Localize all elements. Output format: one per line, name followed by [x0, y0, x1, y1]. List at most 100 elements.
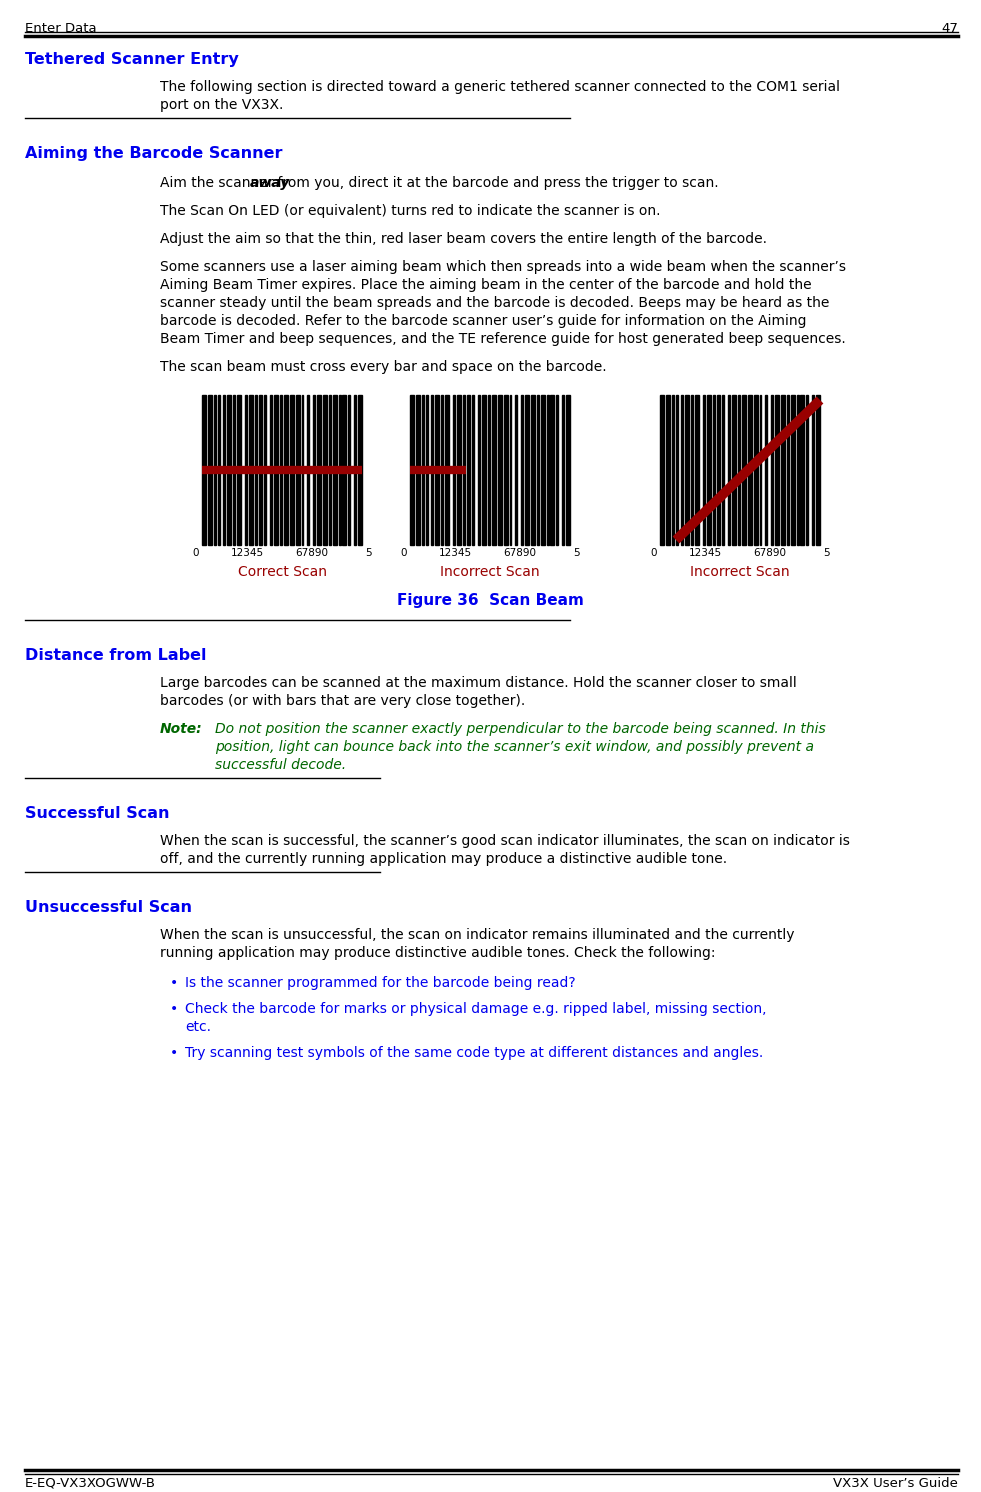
Bar: [259, 395, 263, 545]
Bar: [703, 395, 705, 545]
Bar: [800, 395, 804, 545]
Bar: [348, 395, 350, 545]
Bar: [329, 395, 331, 545]
Bar: [712, 395, 714, 545]
Bar: [284, 395, 287, 545]
Bar: [781, 395, 785, 545]
Bar: [716, 395, 720, 545]
Bar: [271, 395, 273, 545]
Text: Tethered Scanner Entry: Tethered Scanner Entry: [25, 52, 238, 67]
Bar: [313, 395, 315, 545]
Bar: [707, 395, 710, 545]
Text: 12345: 12345: [689, 548, 722, 558]
Bar: [441, 395, 443, 545]
Bar: [323, 395, 327, 545]
Bar: [771, 395, 773, 545]
Text: The scan beam must cross every bar and space on the barcode.: The scan beam must cross every bar and s…: [160, 360, 606, 374]
Text: Aim the scanner: Aim the scanner: [160, 176, 278, 189]
Bar: [503, 395, 507, 545]
Bar: [556, 395, 558, 545]
Text: 67890: 67890: [295, 548, 328, 558]
Bar: [463, 395, 465, 545]
Text: E-EQ-VX3XOGWW-B: E-EQ-VX3XOGWW-B: [25, 1477, 156, 1491]
Text: When the scan is successful, the scanner’s good scan indicator illuminates, the : When the scan is successful, the scanner…: [160, 834, 850, 847]
Text: barcodes (or with bars that are very close together).: barcodes (or with bars that are very clo…: [160, 694, 525, 709]
Text: barcode is decoded. Refer to the barcode scanner user’s guide for information on: barcode is decoded. Refer to the barcode…: [160, 313, 806, 328]
Text: etc.: etc.: [185, 1021, 211, 1034]
Bar: [509, 395, 511, 545]
Bar: [489, 395, 490, 545]
Text: Check the barcode for marks or physical damage e.g. ripped label, missing sectio: Check the barcode for marks or physical …: [185, 1003, 766, 1016]
Text: The following section is directed toward a generic tethered scanner connected to: The following section is directed toward…: [160, 81, 840, 94]
Text: Aiming Beam Timer expires. Place the aiming beam in the center of the barcode an: Aiming Beam Timer expires. Place the aim…: [160, 278, 811, 292]
Bar: [775, 395, 779, 545]
Bar: [682, 395, 684, 545]
Text: Is the scanner programmed for the barcode being read?: Is the scanner programmed for the barcod…: [185, 976, 576, 991]
Bar: [566, 395, 570, 545]
Bar: [806, 395, 808, 545]
Bar: [541, 395, 544, 545]
Bar: [531, 395, 535, 545]
Text: Figure 36  Scan Beam: Figure 36 Scan Beam: [396, 592, 584, 609]
Text: •: •: [170, 1046, 179, 1059]
Bar: [453, 395, 455, 545]
Bar: [660, 395, 820, 545]
Bar: [237, 395, 241, 545]
Text: 67890: 67890: [503, 548, 536, 558]
Bar: [753, 395, 757, 545]
Bar: [354, 395, 356, 545]
Bar: [759, 395, 761, 545]
Text: Large barcodes can be scanned at the maximum distance. Hold the scanner closer t: Large barcodes can be scanned at the max…: [160, 676, 797, 689]
Bar: [301, 395, 303, 545]
Bar: [358, 395, 362, 545]
Bar: [214, 395, 216, 545]
Text: 12345: 12345: [439, 548, 472, 558]
Text: Some scanners use a laser aiming beam which then spreads into a wide beam when t: Some scanners use a laser aiming beam wh…: [160, 260, 846, 275]
Text: 5: 5: [365, 548, 372, 558]
Text: Do not position the scanner exactly perpendicular to the barcode being scanned. : Do not position the scanner exactly perp…: [215, 722, 826, 736]
Text: position, light can bounce back into the scanner’s exit window, and possibly pre: position, light can bounce back into the…: [215, 740, 814, 753]
Bar: [791, 395, 795, 545]
Bar: [686, 395, 690, 545]
Text: Enter Data: Enter Data: [25, 22, 96, 34]
Text: Correct Scan: Correct Scan: [237, 565, 327, 579]
Bar: [422, 395, 424, 545]
Bar: [672, 395, 674, 545]
Text: running application may produce distinctive audible tones. Check the following:: running application may produce distinct…: [160, 946, 715, 959]
Text: Distance from Label: Distance from Label: [25, 648, 206, 662]
Bar: [338, 395, 340, 545]
Bar: [410, 395, 414, 545]
Bar: [483, 395, 487, 545]
Text: 5: 5: [573, 548, 580, 558]
Bar: [245, 395, 247, 545]
Text: scanner steady until the beam spreads and the barcode is decoded. Beeps may be h: scanner steady until the beam spreads an…: [160, 295, 829, 310]
Bar: [537, 395, 539, 545]
Text: Unsuccessful Scan: Unsuccessful Scan: [25, 900, 192, 915]
Bar: [255, 395, 257, 545]
Bar: [202, 395, 362, 545]
Bar: [748, 395, 751, 545]
Text: 5: 5: [823, 548, 830, 558]
Bar: [280, 395, 282, 545]
Text: Beam Timer and beep sequences, and the TE reference guide for host generated bee: Beam Timer and beep sequences, and the T…: [160, 333, 846, 346]
Text: Incorrect Scan: Incorrect Scan: [440, 565, 540, 579]
Text: 0: 0: [650, 548, 657, 558]
Text: Adjust the aim so that the thin, red laser beam covers the entire length of the : Adjust the aim so that the thin, red las…: [160, 231, 767, 246]
Bar: [787, 395, 789, 545]
Text: 0: 0: [192, 548, 199, 558]
Bar: [722, 395, 724, 545]
Bar: [521, 395, 523, 545]
Bar: [550, 395, 554, 545]
Bar: [738, 395, 740, 545]
Text: VX3X User’s Guide: VX3X User’s Guide: [833, 1477, 958, 1491]
Bar: [676, 395, 678, 545]
Text: The Scan On LED (or equivalent) turns red to indicate the scanner is on.: The Scan On LED (or equivalent) turns re…: [160, 204, 660, 218]
Text: 12345: 12345: [231, 548, 264, 558]
Text: off, and the currently running application may produce a distinctive audible ton: off, and the currently running applicati…: [160, 852, 727, 865]
Bar: [692, 395, 694, 545]
Text: 67890: 67890: [752, 548, 786, 558]
Bar: [416, 395, 420, 545]
Bar: [228, 395, 232, 545]
Bar: [515, 395, 517, 545]
Bar: [233, 395, 235, 545]
